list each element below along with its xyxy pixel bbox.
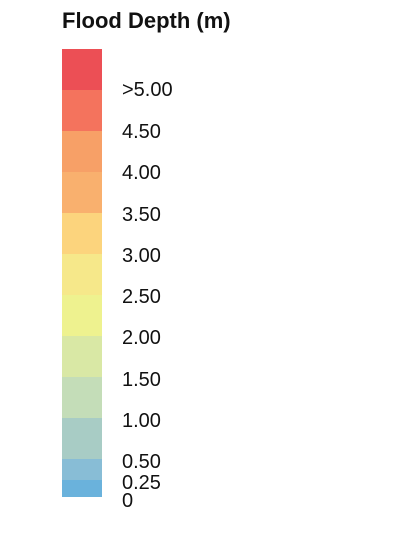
depth-label: 3.50: [122, 204, 161, 226]
color-swatch: [62, 480, 102, 497]
depth-label: 4.00: [122, 162, 161, 184]
color-swatch: [62, 459, 102, 480]
depth-label: 4.50: [122, 121, 161, 143]
depth-label: 0.50: [122, 451, 161, 473]
depth-label: >5.00: [122, 79, 173, 101]
depth-label: 3.00: [122, 245, 161, 267]
depth-label: 1.00: [122, 410, 161, 432]
depth-label: 1.50: [122, 369, 161, 391]
color-swatch: [62, 172, 102, 213]
color-swatch: [62, 213, 102, 254]
color-swatch: [62, 418, 102, 459]
color-swatch: [62, 377, 102, 418]
depth-label: 0.25: [122, 472, 161, 494]
depth-label: 2.50: [122, 286, 161, 308]
color-swatch: [62, 49, 102, 90]
color-swatch: [62, 336, 102, 377]
color-swatch: [62, 254, 102, 295]
color-swatch: [62, 295, 102, 336]
color-swatch: [62, 90, 102, 131]
legend-title: Flood Depth (m): [62, 8, 231, 33]
depth-label: 2.00: [122, 327, 161, 349]
depth-label: 0: [122, 490, 134, 512]
color-swatch: [62, 131, 102, 172]
color-ramp: [62, 49, 102, 497]
